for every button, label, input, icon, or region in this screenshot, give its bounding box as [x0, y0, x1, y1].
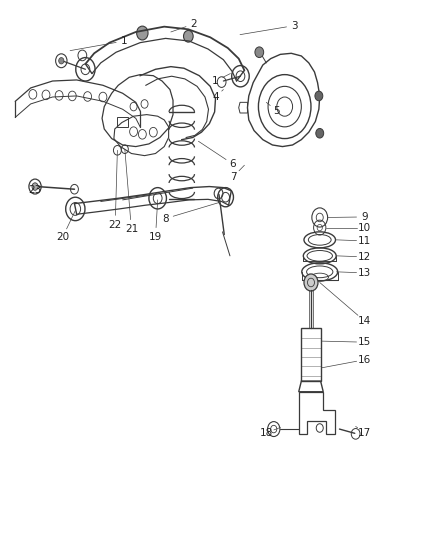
- Text: 1: 1: [120, 36, 127, 46]
- Text: 23: 23: [28, 185, 42, 195]
- Text: 20: 20: [56, 232, 69, 242]
- Circle shape: [137, 26, 148, 40]
- Text: 12: 12: [358, 252, 371, 262]
- Text: 6: 6: [230, 159, 237, 169]
- Circle shape: [32, 183, 38, 190]
- Text: 21: 21: [125, 224, 138, 234]
- Text: 11: 11: [358, 236, 371, 246]
- Circle shape: [316, 128, 324, 138]
- Text: 4: 4: [212, 92, 219, 102]
- Text: 2: 2: [190, 19, 197, 29]
- Text: 1: 1: [212, 76, 219, 86]
- Text: 19: 19: [149, 232, 162, 242]
- Text: 5: 5: [273, 106, 280, 116]
- Circle shape: [59, 58, 64, 64]
- Circle shape: [255, 47, 264, 58]
- Text: 9: 9: [361, 212, 368, 222]
- Circle shape: [315, 91, 323, 101]
- Text: 10: 10: [358, 223, 371, 232]
- Text: 15: 15: [358, 337, 371, 347]
- Text: 18: 18: [260, 428, 273, 438]
- Text: 16: 16: [358, 355, 371, 365]
- Circle shape: [184, 30, 193, 42]
- Text: 17: 17: [358, 428, 371, 438]
- Text: 7: 7: [230, 172, 237, 182]
- Text: 14: 14: [358, 316, 371, 326]
- Text: 13: 13: [358, 268, 371, 278]
- Text: 8: 8: [162, 214, 169, 223]
- Text: 22: 22: [109, 220, 122, 230]
- Circle shape: [304, 274, 318, 291]
- Text: 3: 3: [291, 21, 298, 30]
